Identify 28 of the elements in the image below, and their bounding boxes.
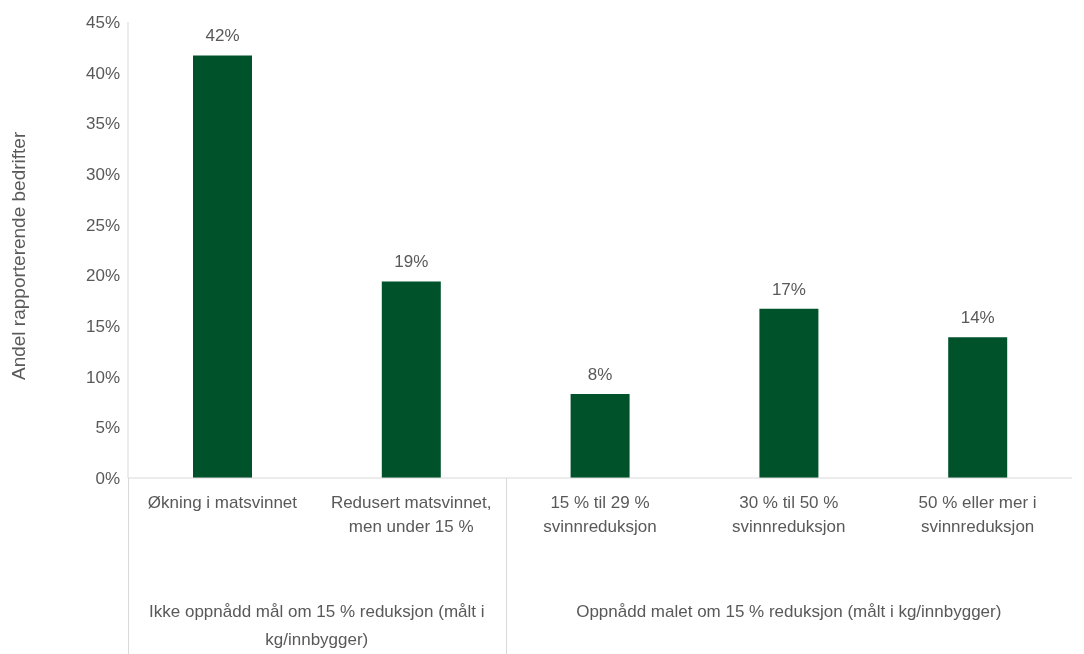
data-label: 19%: [394, 252, 429, 272]
y-tick-label: 0%: [95, 469, 120, 489]
x-tick-label: Økning i matsvinnet: [147, 493, 298, 512]
bar: [570, 393, 630, 478]
y-tick-label: 10%: [85, 367, 120, 387]
text: Oppnådd malet om 15 % reduksjon (målt i kg/innbygger): [575, 601, 1003, 623]
data-label: 17%: [771, 279, 806, 299]
y-axis-title: Andel rapporterende bedrifter: [7, 131, 29, 380]
data-label: 8%: [587, 364, 613, 384]
y-tick-label: 40%: [85, 63, 120, 83]
bar: [948, 337, 1008, 478]
x-tick-label: 50 % eller mer i svinnreduksjon: [918, 493, 1037, 536]
y-tick-label: 5%: [95, 418, 120, 438]
text: Ikke oppnådd mål om 15 % reduksjon (målt i kg/innbygger): [148, 601, 486, 651]
y-tick-label: 25%: [85, 215, 120, 235]
y-tick-label: 30%: [85, 165, 120, 185]
bar: [759, 308, 819, 478]
y-tick-label: 35%: [85, 114, 120, 134]
x-tick-label: Redusert matsvinnet, men under 15 %: [330, 493, 492, 536]
y-tick-label: 45%: [85, 13, 120, 33]
x-tick-label: 15 % til 29 % svinnreduksjon: [543, 493, 657, 536]
x-tick-label: 30 % til 50 % svinnreduksjon: [732, 493, 846, 536]
y-tick-label: 15%: [85, 317, 120, 337]
data-label: 14%: [960, 308, 995, 328]
data-label: 42%: [205, 26, 240, 46]
bar: [193, 55, 252, 478]
bar: [381, 281, 441, 478]
y-tick-label: 20%: [85, 266, 120, 286]
